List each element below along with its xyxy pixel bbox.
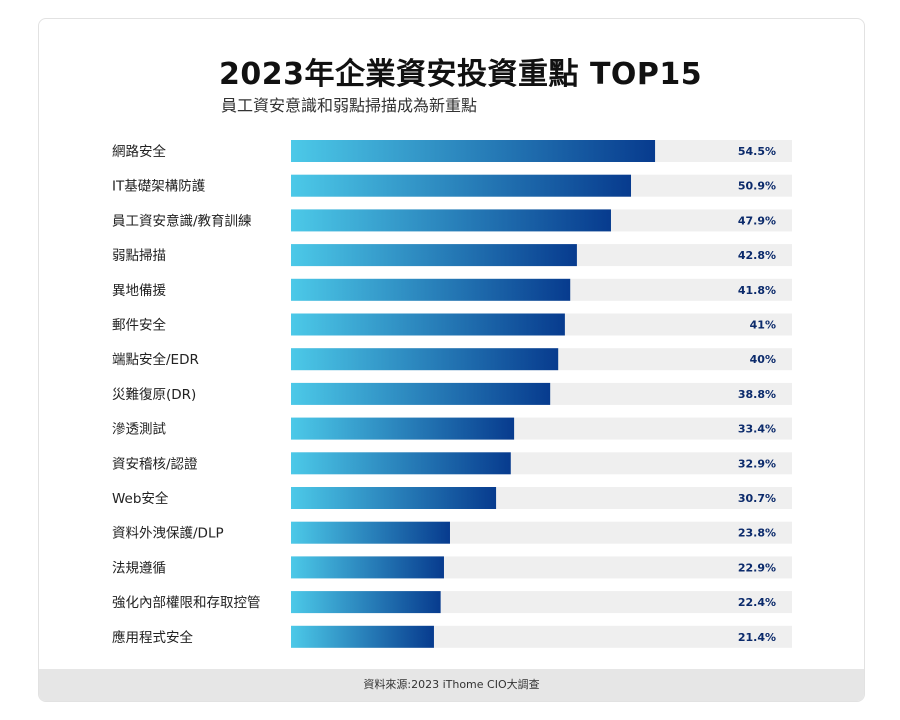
bar (291, 174, 632, 197)
category-label: Web安全 (112, 490, 169, 507)
value-label: 41% (750, 319, 776, 332)
bar (291, 244, 577, 267)
value-label: 42.8% (738, 249, 776, 262)
value-label: 54.5% (738, 145, 776, 158)
category-label: 網路安全 (112, 143, 166, 160)
value-label: 50.9% (738, 180, 776, 193)
bar (291, 591, 441, 614)
value-label: 32.9% (738, 457, 776, 470)
category-label: 異地備援 (112, 283, 166, 299)
value-label: 30.7% (738, 492, 776, 505)
category-label: 應用程式安全 (112, 629, 193, 646)
value-label: 22.9% (738, 561, 776, 574)
bar (291, 625, 434, 648)
category-label: 強化內部權限和存取控管 (112, 595, 261, 611)
bar (291, 556, 444, 579)
category-label: 法規遵循 (112, 559, 166, 576)
bar (291, 209, 611, 232)
chart-title: 2023年企業資安投資重點 TOP15 (219, 57, 703, 92)
category-label: IT基礎架構防護 (112, 178, 206, 195)
value-label: 41.8% (738, 284, 776, 297)
value-label: 23.8% (738, 527, 776, 540)
category-label: 滲透測試 (112, 422, 166, 438)
value-label: 47.9% (738, 214, 776, 227)
category-label: 資料外洩保護/DLP (112, 526, 224, 542)
chart-card: 2023年企業資安投資重點 TOP15 員工資安意識和弱點掃描成為新重點 網路安… (38, 18, 865, 702)
value-label: 40% (750, 353, 776, 366)
bar (291, 487, 497, 509)
category-label: 郵件安全 (112, 317, 166, 334)
value-label: 33.4% (738, 423, 776, 436)
source-footer: 資料來源:2023 iThome CIO大調查 (39, 669, 864, 701)
category-label: 員工資安意識/教育訓練 (112, 212, 252, 229)
bar (291, 382, 551, 405)
bar (291, 348, 559, 371)
bar-chart: 網路安全 54.5% IT基礎架構防護 50.9% 員工資安意識/教育訓練 47.9% 弱點… (112, 140, 792, 648)
category-label: 弱點掃描 (112, 247, 166, 264)
value-label: 22.4% (738, 596, 776, 609)
bar (291, 313, 565, 336)
category-label: 資安稽核/認證 (112, 455, 198, 472)
source-note: 資料來源:2023 iThome CIO大調查 (363, 678, 540, 691)
bar (291, 278, 571, 301)
bar (291, 521, 450, 544)
bar (291, 452, 511, 475)
bar (291, 417, 515, 440)
category-label: 端點安全/EDR (112, 351, 199, 368)
bar (291, 140, 656, 162)
chart-subtitle: 員工資安意識和弱點掃描成為新重點 (221, 96, 478, 115)
value-label: 21.4% (738, 631, 776, 644)
value-label: 38.8% (738, 388, 776, 401)
category-label: 災難復原(DR) (112, 386, 196, 403)
